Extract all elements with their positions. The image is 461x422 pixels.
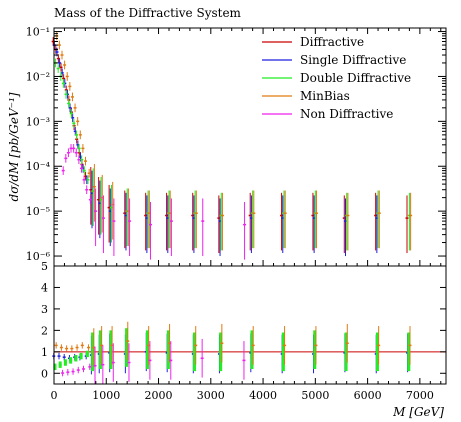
ratio-plot xyxy=(52,321,446,384)
legend: Diffractive Single Diffractive Double Diff… xyxy=(262,35,411,121)
y-tick-label: 10⁻² xyxy=(26,70,50,83)
y-tick-label: 10⁻⁴ xyxy=(26,160,51,173)
ratio-series-minbias xyxy=(54,321,412,367)
y-tick-label: 10⁻¹ xyxy=(26,26,50,39)
legend-label: Double Diffractive xyxy=(300,71,411,85)
x-axis-ticks: 0 1000 2000 3000 4000 5000 6000 7000 xyxy=(51,28,442,402)
x-axis-label: M [GeV] xyxy=(392,405,444,419)
ratio-series-single-diffractive xyxy=(52,332,410,375)
series-single-diffractive xyxy=(52,40,379,257)
x-tick-label: 4000 xyxy=(249,389,277,402)
ratio-tick-label: 4 xyxy=(41,281,48,294)
x-tick-label: 7000 xyxy=(406,389,434,402)
y-axis-ticks: 10⁻¹ 10⁻² 10⁻³ 10⁻⁴ 10⁻⁵ 10⁻⁶ xyxy=(26,26,446,263)
x-tick-label: 5000 xyxy=(301,389,329,402)
series-diffractive xyxy=(51,37,409,254)
ratio-tick-label: 2 xyxy=(41,324,48,337)
ratio-axis-ticks: 0 1 2 3 4 5 xyxy=(41,260,446,380)
y-tick-label: 10⁻⁶ xyxy=(26,250,51,263)
ratio-series-non-diffractive xyxy=(61,338,246,384)
y-tick-label: 10⁻³ xyxy=(26,115,50,128)
ratio-tick-label: 5 xyxy=(41,260,48,273)
ratio-tick-label: 1 xyxy=(41,346,48,359)
legend-label: Non Diffractive xyxy=(300,107,393,121)
x-tick-label: 3000 xyxy=(197,389,225,402)
x-tick-label: 0 xyxy=(51,389,58,402)
chart-title: Mass of the Diffractive System xyxy=(54,6,242,20)
x-tick-label: 1000 xyxy=(92,389,120,402)
main-plot xyxy=(51,31,413,260)
x-tick-label: 6000 xyxy=(354,389,382,402)
ratio-plot-frame xyxy=(53,265,447,385)
series-non-diffractive xyxy=(61,144,247,260)
y-axis-label: dσ/dM [pb/GeV⁻¹] xyxy=(7,92,21,201)
ratio-tick-label: 0 xyxy=(41,367,48,380)
ratio-series-double-diffractive xyxy=(53,328,411,372)
legend-label: MinBias xyxy=(300,89,350,103)
series-minbias xyxy=(55,31,413,251)
x-tick-label: 2000 xyxy=(145,389,173,402)
series-double-diffractive xyxy=(54,58,411,251)
ratio-tick-label: 3 xyxy=(41,303,48,316)
y-tick-label: 10⁻⁵ xyxy=(26,205,50,218)
legend-label: Diffractive xyxy=(300,35,364,49)
legend-label: Single Diffractive xyxy=(300,53,406,67)
